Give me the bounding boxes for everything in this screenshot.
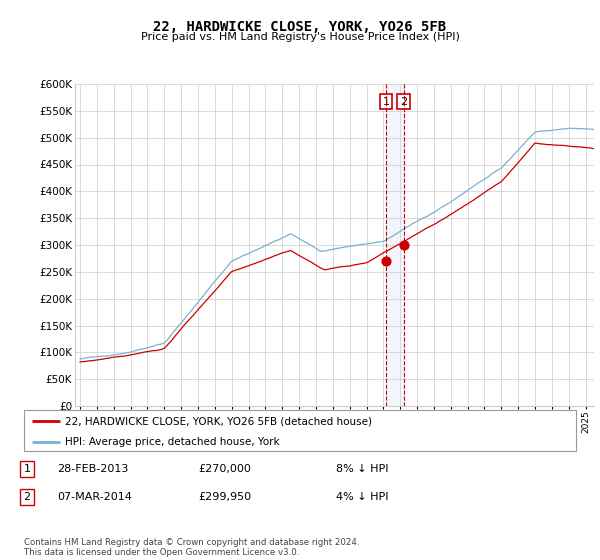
Text: £299,950: £299,950 bbox=[198, 492, 251, 502]
Text: £270,000: £270,000 bbox=[198, 464, 251, 474]
Text: 1: 1 bbox=[382, 97, 389, 107]
Point bbox=[399, 241, 409, 250]
Text: Price paid vs. HM Land Registry's House Price Index (HPI): Price paid vs. HM Land Registry's House … bbox=[140, 32, 460, 43]
Text: Contains HM Land Registry data © Crown copyright and database right 2024.
This d: Contains HM Land Registry data © Crown c… bbox=[24, 538, 359, 557]
Text: 4% ↓ HPI: 4% ↓ HPI bbox=[336, 492, 389, 502]
Text: 2: 2 bbox=[23, 492, 31, 502]
Text: 22, HARDWICKE CLOSE, YORK, YO26 5FB (detached house): 22, HARDWICKE CLOSE, YORK, YO26 5FB (det… bbox=[65, 417, 373, 426]
Point bbox=[381, 256, 391, 265]
Text: HPI: Average price, detached house, York: HPI: Average price, detached house, York bbox=[65, 437, 280, 447]
Bar bbox=[386, 84, 404, 406]
FancyBboxPatch shape bbox=[24, 410, 576, 451]
Text: 07-MAR-2014: 07-MAR-2014 bbox=[57, 492, 132, 502]
Text: 2: 2 bbox=[400, 97, 407, 107]
Text: 28-FEB-2013: 28-FEB-2013 bbox=[57, 464, 128, 474]
Text: 8% ↓ HPI: 8% ↓ HPI bbox=[336, 464, 389, 474]
Text: 22, HARDWICKE CLOSE, YORK, YO26 5FB: 22, HARDWICKE CLOSE, YORK, YO26 5FB bbox=[154, 20, 446, 34]
Text: 1: 1 bbox=[23, 464, 31, 474]
